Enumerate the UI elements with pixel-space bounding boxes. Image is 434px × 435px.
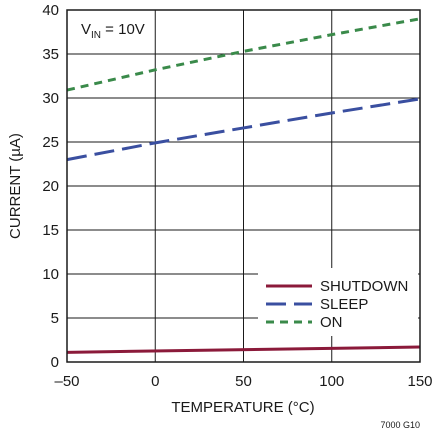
y-axis-title: CURRENT (µA) [7, 133, 24, 239]
annotation-main: V [81, 21, 91, 38]
y-tick-labels: 0 5 10 15 20 25 30 35 40 [42, 2, 59, 371]
plot-frame [66, 9, 421, 363]
x-tick-label: 0 [151, 373, 159, 390]
x-tick-label: 100 [319, 373, 344, 390]
x-tick-label: –50 [54, 373, 79, 390]
y-tick-label: 15 [42, 222, 59, 239]
figure-code: 7000 G10 [380, 420, 420, 430]
y-tick-label: 30 [42, 90, 59, 107]
annotation-vin: VIN = 10V [81, 21, 145, 41]
y-tick-label: 5 [51, 310, 59, 327]
annotation-rest: = 10V [101, 21, 145, 38]
annotation-sub: IN [91, 30, 101, 41]
y-tick-label: 35 [42, 46, 59, 63]
legend-label-sleep: SLEEP [320, 296, 368, 313]
x-tick-label: 50 [235, 373, 252, 390]
y-tick-label: 40 [42, 2, 59, 19]
legend-label-on: ON [320, 314, 343, 331]
x-tick-label: 150 [407, 373, 432, 390]
y-tick-label: 20 [42, 178, 59, 195]
legend-label-shutdown: SHUTDOWN [320, 278, 408, 295]
x-tick-labels: –50 0 50 100 150 [54, 373, 432, 390]
series-line-on [66, 17, 421, 92]
y-tick-label: 10 [42, 266, 59, 283]
data-series [66, 17, 421, 354]
legend-background [258, 268, 418, 336]
y-tick-label: 0 [51, 354, 59, 371]
series-line-shutdown [66, 345, 421, 354]
series-line-sleep [66, 97, 421, 162]
x-axis-title: TEMPERATURE (°C) [171, 399, 314, 416]
y-tick-label: 25 [42, 134, 59, 151]
